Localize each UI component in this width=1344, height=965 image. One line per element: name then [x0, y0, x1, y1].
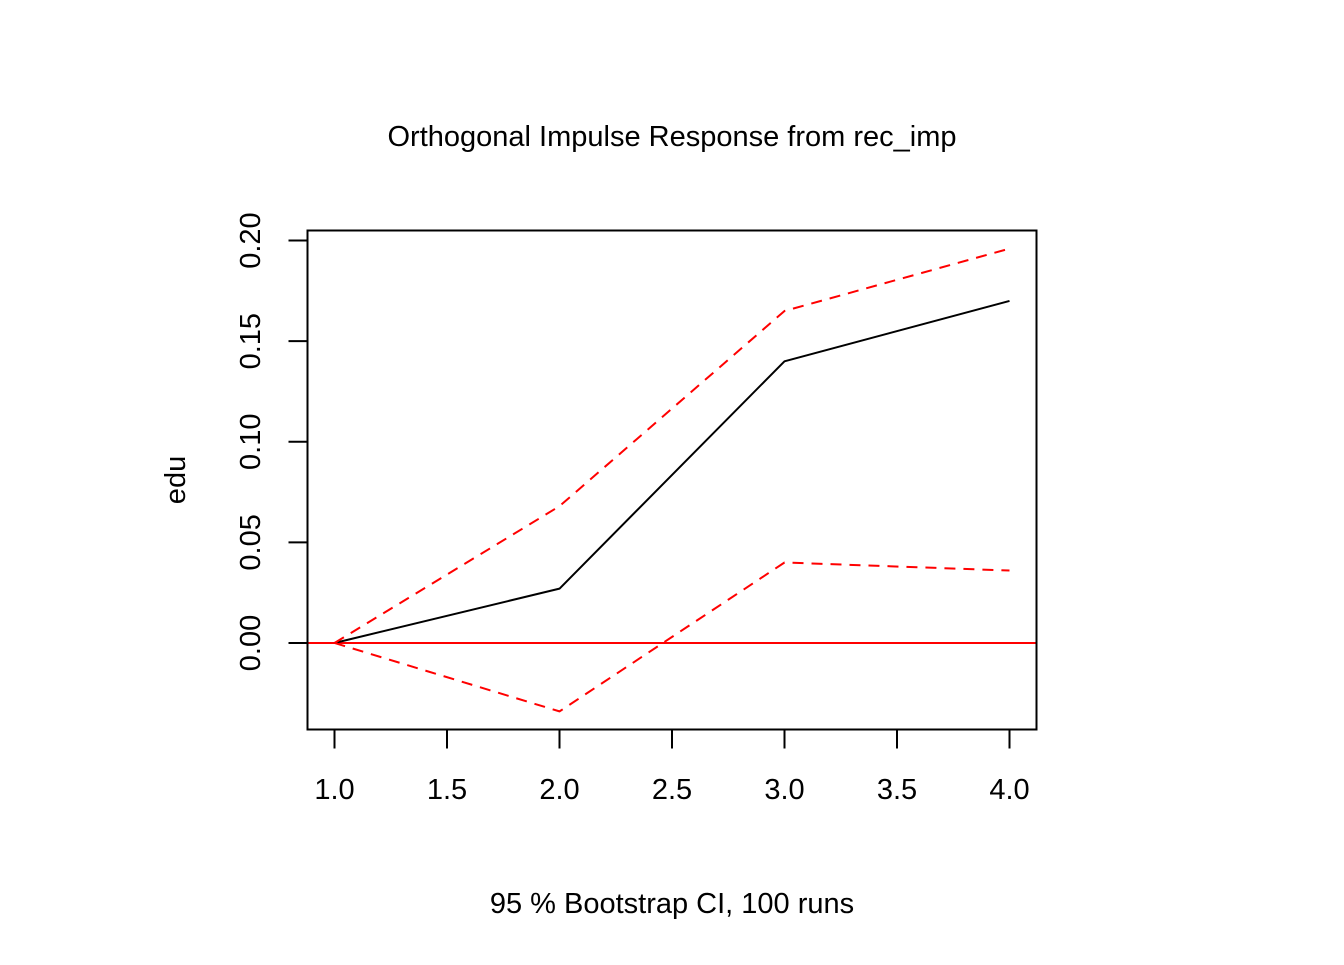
- x-tick-label: 1.5: [427, 774, 467, 806]
- x-tick-label: 3.0: [764, 774, 804, 806]
- y-axis-label: edu: [160, 456, 192, 504]
- y-tick-label: 0.10: [235, 414, 267, 470]
- x-tick-label: 3.5: [877, 774, 917, 806]
- series-layer: [307, 247, 1037, 713]
- series-line-upper: [333, 247, 1010, 644]
- series-line-irf: [334, 299, 1010, 644]
- x-tick-label: 4.0: [989, 774, 1029, 806]
- y-tick-label: 0.00: [235, 615, 267, 671]
- y-tick-label: 0.05: [235, 514, 267, 570]
- axes-layer: 1.0 1.5 2.0 2.5 3.0 3.5 4.0 0.00 0.05 0.10 0.15 0.2…: [235, 212, 1030, 806]
- x-tick-label: 1.0: [314, 774, 354, 806]
- x-axis-label: 95 % Bootstrap CI, 100 runs: [490, 888, 854, 920]
- y-tick-label: 0.20: [235, 212, 267, 268]
- x-tick-label: 2.5: [652, 774, 692, 806]
- series-line-lower: [334, 561, 1010, 713]
- y-tick-label: 0.15: [235, 313, 267, 369]
- plot-frame: [306, 229, 1038, 731]
- x-tick-label: 2.0: [539, 774, 579, 806]
- chart-title: Orthogonal Impulse Response from rec_imp: [388, 121, 957, 153]
